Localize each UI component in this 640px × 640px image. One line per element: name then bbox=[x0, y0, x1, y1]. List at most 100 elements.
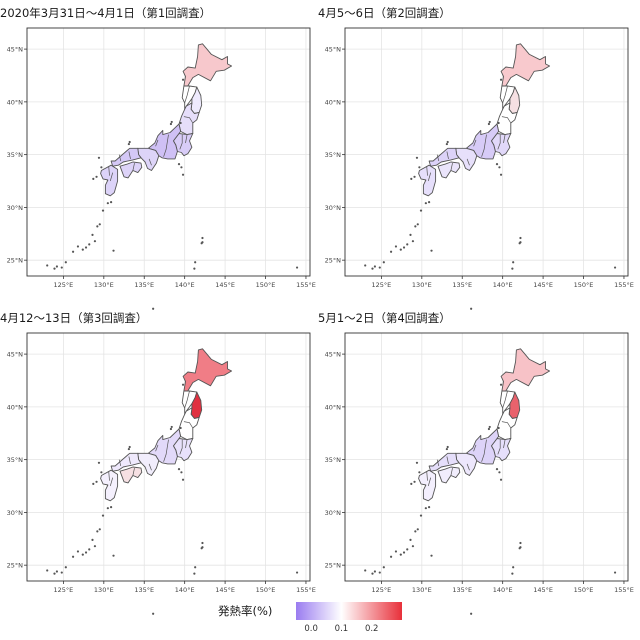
island bbox=[100, 471, 103, 474]
prefecture-border bbox=[118, 154, 122, 162]
island bbox=[128, 445, 131, 449]
longitude-tick-label: 130°E bbox=[94, 586, 114, 594]
prefecture-border bbox=[446, 456, 449, 464]
island bbox=[499, 78, 503, 81]
longitude-tick-label: 125°E bbox=[54, 281, 74, 289]
island bbox=[96, 530, 99, 533]
island bbox=[152, 612, 155, 615]
longitude-tick-label: 125°E bbox=[372, 281, 392, 289]
prefecture-border bbox=[155, 444, 159, 452]
longitude-tick-label: 135°E bbox=[452, 281, 472, 289]
panel-title: 2020年3月31日～4月1日（第1回調査） bbox=[0, 6, 212, 20]
island bbox=[399, 553, 402, 556]
island bbox=[55, 570, 59, 573]
region-chugoku bbox=[428, 452, 460, 472]
island bbox=[445, 142, 448, 146]
longitude-tick-label: 150°E bbox=[574, 586, 594, 594]
island bbox=[410, 177, 413, 181]
island bbox=[98, 528, 101, 531]
island bbox=[511, 267, 514, 270]
longitude-tick-label: 155°E bbox=[296, 586, 316, 594]
island bbox=[84, 551, 88, 554]
latitude-tick-label: 30°N bbox=[325, 509, 342, 517]
island bbox=[488, 120, 491, 124]
island bbox=[193, 267, 196, 270]
island bbox=[112, 249, 115, 252]
prefecture-border bbox=[466, 463, 470, 471]
island bbox=[169, 427, 173, 431]
island bbox=[46, 569, 49, 572]
prefecture-border bbox=[426, 471, 428, 481]
island bbox=[487, 427, 491, 431]
prefecture-border bbox=[502, 390, 508, 409]
longitude-tick-label: 145°E bbox=[533, 586, 553, 594]
island bbox=[181, 478, 185, 481]
prefecture-border bbox=[183, 421, 194, 429]
island bbox=[55, 265, 59, 268]
plot-frame bbox=[344, 27, 629, 277]
island bbox=[364, 264, 367, 267]
region-hokkaido bbox=[500, 43, 551, 88]
longitude-tick-label: 135°E bbox=[134, 281, 154, 289]
island bbox=[424, 202, 427, 205]
island bbox=[53, 572, 56, 575]
island bbox=[488, 425, 491, 429]
prefecture-border bbox=[179, 134, 183, 150]
island bbox=[169, 122, 173, 126]
island bbox=[201, 541, 204, 545]
map-panel: 5月1～2日（第4回調査） 25°N 30°N 35°N 40°N 45°N 125°E 13… bbox=[318, 310, 634, 615]
island bbox=[295, 571, 299, 574]
island bbox=[518, 242, 521, 245]
island bbox=[193, 572, 196, 575]
island bbox=[97, 156, 101, 159]
region-hokkaido bbox=[182, 43, 233, 88]
prefecture-border bbox=[501, 116, 512, 124]
latitude-tick-label: 40°N bbox=[325, 98, 342, 106]
prefecture-border bbox=[473, 139, 477, 147]
island bbox=[127, 447, 130, 451]
prefecture-border bbox=[184, 85, 190, 104]
island bbox=[411, 240, 415, 243]
region-shikoku bbox=[119, 466, 143, 484]
island bbox=[71, 555, 75, 558]
island bbox=[46, 264, 49, 267]
prefecture-border bbox=[481, 439, 487, 462]
longitude-tick-label: 150°E bbox=[574, 281, 594, 289]
island bbox=[519, 236, 522, 240]
panel-title: 4月12～13日（第3回調査） bbox=[0, 311, 148, 325]
island bbox=[424, 507, 427, 510]
island bbox=[201, 236, 204, 240]
prefecture-border bbox=[184, 390, 190, 409]
island bbox=[378, 266, 381, 269]
longitude-tick-label: 130°E bbox=[412, 586, 432, 594]
map-panel: 4月12～13日（第3回調査） 25°N 30°N 35°N 40°N 45°N 125°E… bbox=[0, 310, 316, 615]
island bbox=[100, 166, 103, 169]
island bbox=[295, 266, 299, 269]
longitude-tick-label: 145°E bbox=[215, 281, 235, 289]
island bbox=[378, 571, 381, 574]
prefecture-border bbox=[128, 151, 131, 159]
island bbox=[389, 250, 393, 253]
plot-frame bbox=[344, 332, 629, 582]
region-shikoku bbox=[437, 161, 461, 179]
latitude-tick-label: 45°N bbox=[325, 351, 342, 359]
island bbox=[106, 202, 109, 205]
island bbox=[109, 201, 113, 204]
island bbox=[419, 209, 423, 212]
island bbox=[415, 156, 419, 159]
island bbox=[518, 547, 521, 550]
island bbox=[414, 530, 417, 533]
island bbox=[511, 572, 514, 575]
island bbox=[406, 548, 409, 551]
latitude-tick-label: 35°N bbox=[7, 456, 24, 464]
legend-color-bar bbox=[296, 602, 402, 620]
latitude-tick-label: 25°N bbox=[7, 562, 24, 570]
prefecture-border bbox=[132, 163, 135, 171]
longitude-tick-label: 145°E bbox=[533, 281, 553, 289]
island bbox=[402, 246, 406, 249]
island bbox=[194, 261, 197, 264]
prefecture-border bbox=[155, 139, 159, 147]
prefecture-border bbox=[427, 477, 432, 487]
island bbox=[394, 245, 398, 248]
island bbox=[128, 140, 131, 144]
